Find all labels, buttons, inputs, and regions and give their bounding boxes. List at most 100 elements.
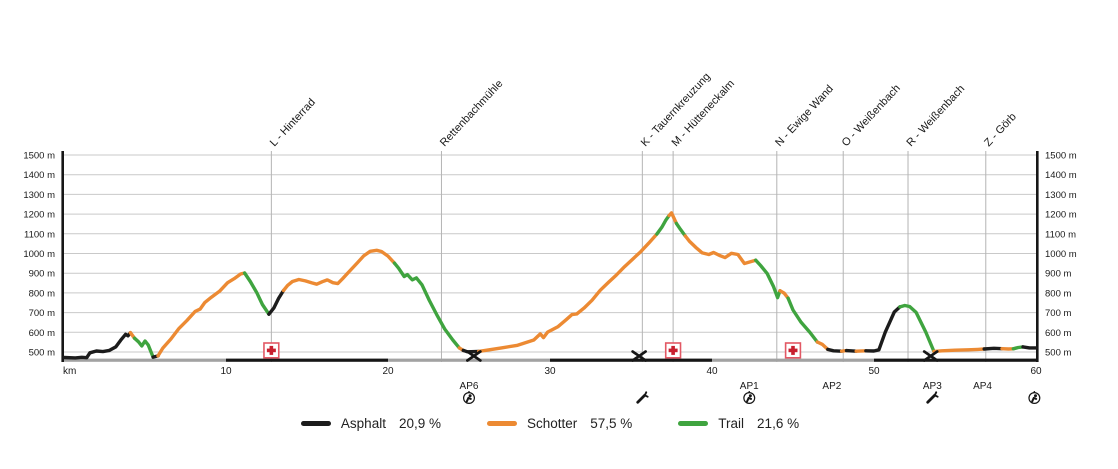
y-axis-label-left: 1300 m xyxy=(23,190,55,201)
legend-value: 57,5 % xyxy=(590,416,633,431)
first-aid-cross-icon xyxy=(668,348,678,353)
y-axis-label-left: 700 m xyxy=(29,308,55,319)
waypoint-label: O - Weißenbach xyxy=(840,82,903,149)
legend-value: 20,9 % xyxy=(398,416,441,431)
y-axis-line-right xyxy=(1036,151,1039,362)
y-axis-line-left xyxy=(61,151,64,362)
legend-value: 21,6 % xyxy=(757,416,800,431)
schotter-swatch-icon xyxy=(486,421,517,426)
elevation-profile-segment xyxy=(281,248,397,293)
y-axis-label-left: 1000 m xyxy=(23,249,55,260)
distance-scalebar-segment xyxy=(226,358,388,362)
first-aid-cross-icon xyxy=(788,348,798,353)
x-axis-tick-label: 60 xyxy=(1030,366,1042,377)
trail-swatch-icon xyxy=(678,421,709,426)
station-icon xyxy=(746,396,753,403)
station-icon xyxy=(468,394,472,398)
distance-scalebar-segment xyxy=(712,358,874,362)
legend-label: Asphalt xyxy=(340,416,386,431)
elevation-profile-segment xyxy=(898,303,936,354)
y-axis-label-left: 800 m xyxy=(29,288,55,299)
distance-scalebar-segment xyxy=(550,358,712,362)
elevation-profile-segment xyxy=(815,340,830,352)
y-axis-label-left: 900 m xyxy=(29,269,55,280)
elevation-profile-segment xyxy=(754,258,782,300)
y-axis-label-right: 1100 m xyxy=(1045,229,1076,240)
y-axis-label-right: 1500 m xyxy=(1045,151,1077,162)
y-axis-label-left: 600 m xyxy=(29,328,55,339)
wrench-icon xyxy=(933,391,938,397)
service-tools-icon xyxy=(631,350,647,362)
service-tools-icon xyxy=(922,350,939,362)
elevation-profile-segment xyxy=(864,305,902,353)
elevation-profile-segment xyxy=(786,296,819,344)
y-axis-label-right: 500 m xyxy=(1045,348,1071,359)
waypoint-label: Z - Görb xyxy=(982,111,1019,149)
legend-label: Schotter xyxy=(526,416,578,431)
elevation-profile-segment xyxy=(982,346,1004,351)
y-axis-label-left: 1200 m xyxy=(23,210,55,221)
x-axis-tick-label: 10 xyxy=(220,366,232,377)
legend-item-asphalt: Asphalt 20,9 % xyxy=(300,416,441,431)
elevation-profile-segment xyxy=(932,347,986,354)
y-axis-label-right: 1000 m xyxy=(1045,249,1077,260)
legend-label: Trail xyxy=(718,416,745,431)
checkpoint-label: AP1 xyxy=(740,381,759,392)
y-axis-label-right: 1300 m xyxy=(1045,190,1077,201)
elevation-profile-segment xyxy=(461,348,481,354)
first-aid-cross-icon xyxy=(266,348,276,353)
elevation-profile-segment xyxy=(683,234,758,266)
y-axis-label-right: 1400 m xyxy=(1045,170,1077,181)
elevation-profile-segment xyxy=(826,347,844,353)
x-axis-tick-label: 50 xyxy=(868,366,880,377)
station-icon xyxy=(748,394,752,398)
elevation-profile-segment xyxy=(132,336,155,359)
waypoint-label: L - Hinterrad xyxy=(268,96,318,149)
waypoint-label: R - Weißenbach xyxy=(904,83,967,149)
service-tools-icon xyxy=(466,350,482,362)
elevation-profile-segment xyxy=(667,211,679,226)
y-axis-label-left: 1500 m xyxy=(23,151,55,162)
x-axis-unit-label: km xyxy=(63,366,76,377)
y-axis-label-right: 600 m xyxy=(1045,328,1071,339)
wrench-icon xyxy=(643,391,648,397)
y-axis-label-left: 1400 m xyxy=(23,170,55,181)
wrench-icon xyxy=(926,393,937,404)
y-axis-label-left: 1100 m xyxy=(24,229,55,240)
checkpoint-label: AP6 xyxy=(460,381,479,392)
elevation-profile-segment xyxy=(242,271,271,316)
elevation-profile-segment xyxy=(477,232,659,354)
y-axis-label-left: 500 m xyxy=(29,348,55,359)
elevation-profile-segment xyxy=(267,288,286,316)
elevation-profile-segment xyxy=(778,289,790,300)
elevation-profile-segment xyxy=(62,331,133,360)
checkpoint-label: AP3 xyxy=(923,381,942,392)
x-axis-tick-label: 20 xyxy=(382,366,394,377)
waypoint-label: Rettenbachmühle xyxy=(438,78,506,149)
station-icon xyxy=(465,396,472,403)
surface-legend: Asphalt 20,9 % Schotter 57,5 % Trail 21,… xyxy=(0,416,1100,431)
y-axis-label-right: 900 m xyxy=(1045,269,1071,280)
legend-item-trail: Trail 21,6 % xyxy=(678,416,799,431)
elevation-profile-segment xyxy=(156,271,247,358)
y-axis-label-right: 700 m xyxy=(1045,308,1071,319)
legend-item-schotter: Schotter 57,5 % xyxy=(486,416,633,431)
elevation-profile-segment xyxy=(655,213,671,236)
x-axis-tick-label: 40 xyxy=(706,366,718,377)
distance-scalebar-segment xyxy=(64,358,226,362)
x-axis-tick-label: 30 xyxy=(544,366,556,377)
elevation-profile-segment xyxy=(392,261,461,350)
station-icon xyxy=(1033,394,1037,398)
checkpoint-label: AP2 xyxy=(822,381,841,392)
station-icon xyxy=(1031,396,1038,403)
checkpoint-label: AP4 xyxy=(973,381,992,392)
elevation-profile-segment xyxy=(1021,345,1038,350)
waypoint-label: N - Ewige Wand xyxy=(773,83,836,149)
wrench-icon xyxy=(636,393,647,404)
distance-scalebar-segment xyxy=(874,358,1036,362)
asphalt-swatch-icon xyxy=(300,421,331,426)
elevation-profile-segment xyxy=(674,221,687,238)
y-axis-label-right: 1200 m xyxy=(1045,210,1077,221)
